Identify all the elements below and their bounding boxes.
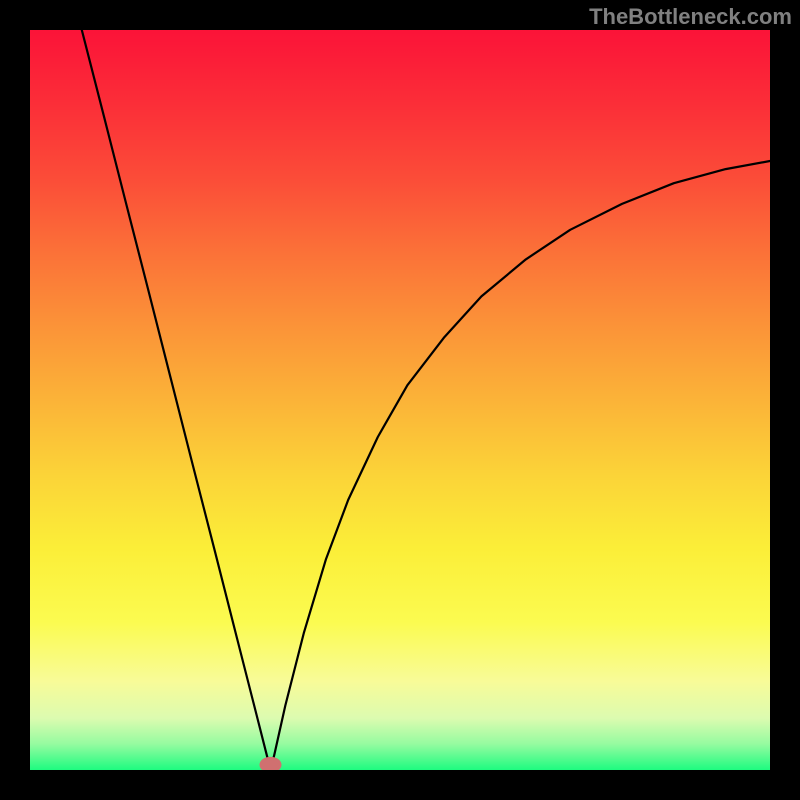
- watermark-text: TheBottleneck.com: [589, 4, 792, 30]
- plot-area: [30, 30, 770, 770]
- vertex-marker: [260, 757, 282, 770]
- curve-svg: [30, 30, 770, 770]
- bottleneck-curve: [82, 30, 770, 770]
